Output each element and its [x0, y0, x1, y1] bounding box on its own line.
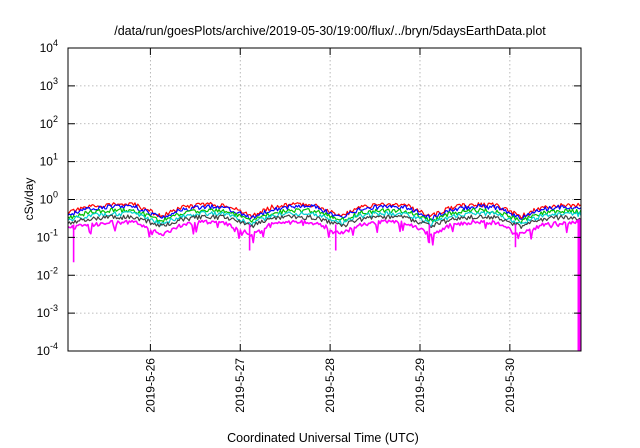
- chart-title: /data/run/goesPlots/archive/2019-05-30/1…: [114, 24, 546, 38]
- y-tick-label: 102: [40, 114, 58, 131]
- x-tick-label: 2019-5-28: [323, 358, 337, 413]
- series-line: [67, 219, 582, 246]
- y-tick-label: 10-1: [37, 227, 58, 244]
- y-axis-label: cSv/day: [22, 178, 36, 221]
- y-tick-label: 100: [40, 190, 58, 207]
- y-tick-label: 104: [40, 38, 58, 55]
- grid: [68, 48, 581, 351]
- x-tick-label: 2019-5-27: [233, 358, 247, 413]
- series-group: [67, 201, 582, 351]
- dropout-bar: [577, 219, 581, 351]
- y-tick-label: 101: [40, 152, 58, 169]
- x-tick-label: 2019-5-30: [503, 358, 517, 413]
- x-tick-label: 2019-5-26: [143, 358, 157, 413]
- x-axis-ticks: 2019-5-26 2019-5-27 2019-5-28 2019-5-29 2019…: [143, 48, 517, 413]
- series-line: [67, 210, 582, 227]
- x-tick-label: 2019-5-29: [413, 358, 427, 413]
- series-line: [67, 203, 582, 221]
- y-tick-label: 10-3: [37, 303, 58, 320]
- y-tick-label: 103: [40, 76, 58, 93]
- x-axis-label: Coordinated Universal Time (UTC): [227, 431, 419, 445]
- y-tick-label: 10-4: [37, 341, 58, 358]
- y-tick-label: 10-2: [37, 265, 58, 282]
- series-line: [67, 214, 582, 230]
